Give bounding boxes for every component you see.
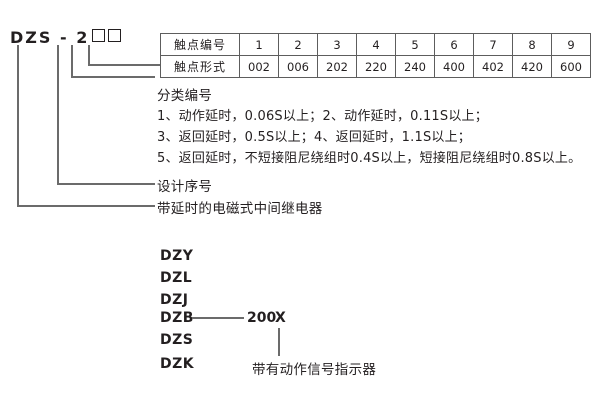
table-cell: 002 — [239, 55, 279, 78]
table-cell: 202 — [317, 55, 357, 78]
table-cell: 006 — [278, 55, 318, 78]
table-row: 触点形式 002 006 202 220 240 400 402 420 600 — [160, 55, 591, 78]
label-relay-type: 带延时的电磁式中间继电器 — [157, 201, 323, 217]
leader-line-relay-type — [17, 45, 19, 207]
placeholder-box-2 — [108, 29, 122, 42]
table-cell: 600 — [551, 55, 591, 78]
series-item-dzb: DZB — [160, 310, 194, 326]
contact-spec-table: 触点编号 1 2 3 4 5 6 7 8 9 触点形式 002 006 202 … — [160, 33, 591, 78]
table-cell: 240 — [395, 55, 435, 78]
table-cell: 420 — [512, 55, 552, 78]
table-cell: 9 — [551, 33, 591, 56]
leader-connector-relay-type — [17, 205, 155, 207]
series-item-dzy: DZY — [160, 248, 194, 264]
table-row-header: 触点编号 — [160, 33, 240, 56]
table-cell: 6 — [434, 33, 474, 56]
suffix-letter-x: X — [275, 310, 286, 326]
model-code-prefix: DZS - 2 — [10, 28, 90, 47]
leader-connector-classification — [71, 76, 155, 78]
model-number-200: 200 — [247, 310, 277, 326]
leader-line-classification — [71, 45, 73, 78]
table-cell: 7 — [473, 33, 513, 56]
placeholder-box-1 — [92, 29, 106, 42]
series-item-dzk: DZK — [160, 356, 195, 372]
leader-connector-contact-type — [88, 64, 160, 66]
model-code-title: DZS - 2 — [10, 28, 122, 47]
suffix-leader-line — [278, 328, 280, 356]
label-design-serial: 设计序号 — [157, 179, 213, 195]
series-item-dzj: DZJ — [160, 292, 189, 308]
table-cell: 8 — [512, 33, 552, 56]
label-classification: 分类编号 — [157, 88, 213, 104]
table-cell: 402 — [473, 55, 513, 78]
leader-connector-design-serial — [57, 183, 155, 185]
leader-line-contact-type — [88, 45, 90, 66]
table-row-header: 触点形式 — [160, 55, 240, 78]
table-cell: 400 — [434, 55, 474, 78]
note-line-1: 1、动作延时，0.06S以上；2、动作延时，0.11S以上； — [157, 109, 488, 124]
table-cell: 2 — [278, 33, 318, 56]
note-line-3: 5、返回延时，不短接阻尼绕组时0.4S以上，短接阻尼绕组时0.8S以上。 — [157, 151, 582, 166]
table-cell: 220 — [356, 55, 396, 78]
leader-line-design-serial — [57, 45, 59, 185]
table-row: 触点编号 1 2 3 4 5 6 7 8 9 — [160, 33, 591, 56]
table-cell: 1 — [239, 33, 279, 56]
series-item-dzl: DZL — [160, 270, 193, 286]
table-cell: 3 — [317, 33, 357, 56]
label-signal-indicator: 带有动作信号指示器 — [252, 362, 377, 378]
series-item-dzs: DZS — [160, 332, 194, 348]
series-connector-line — [192, 317, 244, 319]
table-cell: 5 — [395, 33, 435, 56]
table-cell: 4 — [356, 33, 396, 56]
note-line-2: 3、返回延时，0.5S以上；4、返回延时，1.1S以上； — [157, 130, 471, 145]
